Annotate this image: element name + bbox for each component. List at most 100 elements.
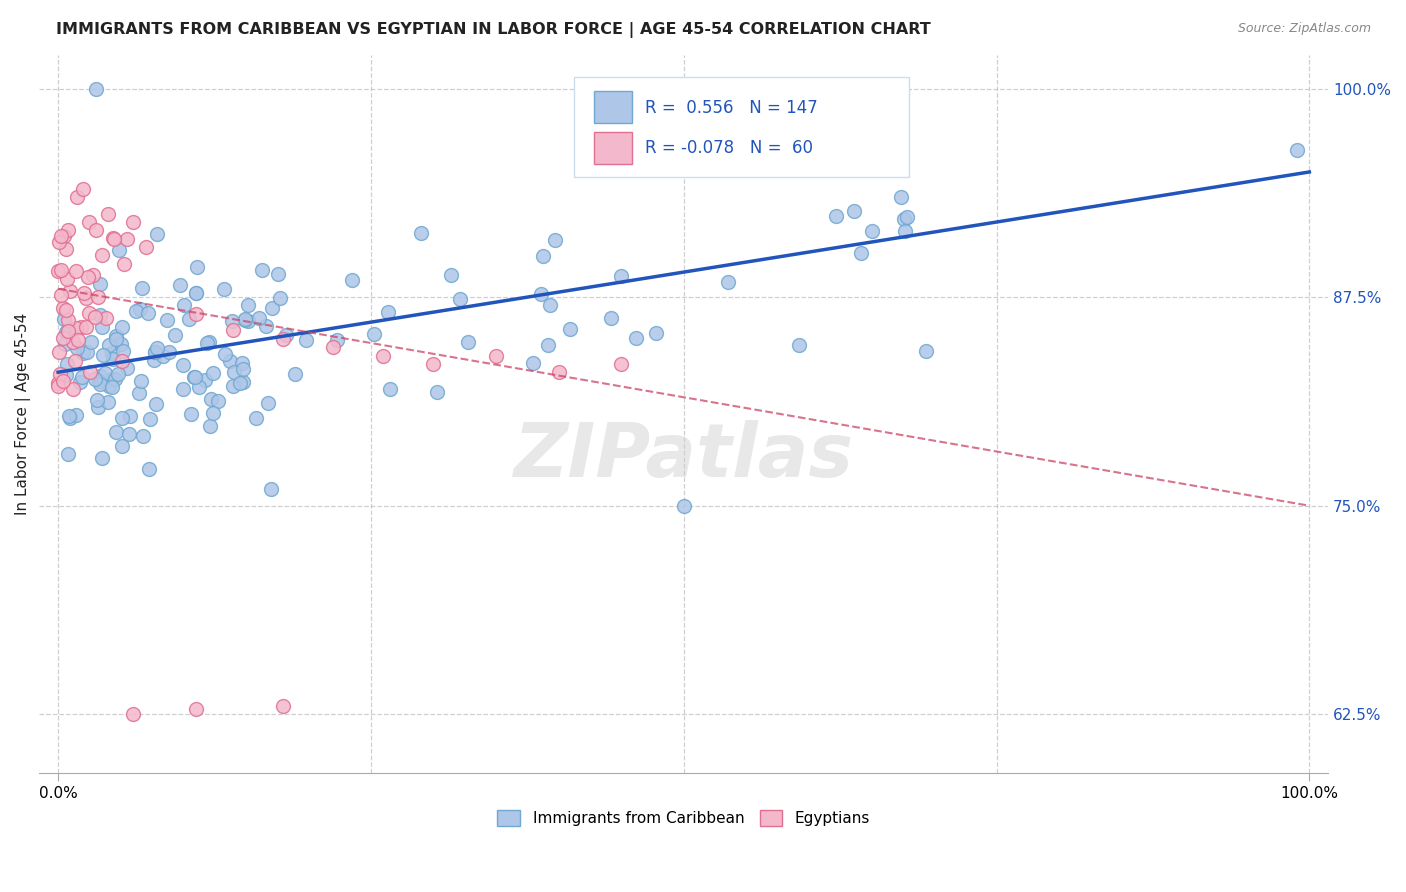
Point (122, 707, 145, 722)
Point (610, 357, 633, 371)
Point (111, 319, 134, 334)
Point (46, 264, 69, 278)
Point (46, 378, 69, 392)
Point (222, 379, 245, 393)
Point (56, 447, 79, 461)
Point (411, 226, 433, 240)
Point (322, 340, 344, 354)
Point (115, 232, 138, 246)
Point (77, 306, 100, 320)
Text: ZIPatlas: ZIPatlas (513, 420, 853, 493)
Point (377, 305, 399, 319)
Point (156, 312, 179, 326)
Point (138, 462, 160, 476)
Point (256, 319, 278, 334)
Point (56, 223, 79, 237)
Point (110, 337, 132, 351)
Bar (593, 132, 633, 164)
Point (56, 326, 79, 340)
Point (236, 298, 259, 312)
Point (101, 230, 124, 244)
Point (233, 311, 256, 326)
Point (59, 284, 82, 298)
Point (73, 286, 96, 301)
Point (600, 310, 623, 325)
Point (890, 190, 912, 204)
Point (62, 382, 84, 396)
Point (235, 313, 257, 327)
Point (143, 344, 166, 359)
FancyBboxPatch shape (574, 77, 910, 178)
Point (55, 368, 77, 383)
Point (177, 312, 200, 326)
Point (75, 292, 97, 306)
Point (222, 365, 245, 379)
Point (65, 320, 87, 334)
Point (422, 357, 444, 371)
Point (544, 233, 567, 247)
Point (136, 306, 159, 320)
Point (183, 369, 205, 384)
Point (55, 325, 77, 339)
Point (538, 298, 561, 312)
Point (89, 369, 111, 384)
Text: R =  0.556   N = 147: R = 0.556 N = 147 (645, 98, 818, 117)
Y-axis label: In Labor Force | Age 45-54: In Labor Force | Age 45-54 (15, 313, 31, 515)
Point (103, 232, 125, 246)
Point (49, 263, 72, 277)
Point (89, 376, 111, 391)
Point (118, 426, 141, 441)
Point (101, 345, 124, 359)
Point (128, 385, 150, 400)
Point (184, 370, 207, 384)
Point (860, 224, 883, 238)
Point (717, 275, 740, 289)
Point (537, 338, 560, 352)
Legend: Immigrants from Caribbean, Egyptians: Immigrants from Caribbean, Egyptians (498, 810, 870, 826)
Point (48, 376, 70, 390)
Point (269, 291, 291, 305)
Point (143, 345, 166, 359)
Point (76, 345, 98, 359)
Point (66, 190, 89, 204)
Point (363, 326, 385, 341)
Point (260, 482, 283, 496)
Point (104, 328, 127, 343)
Point (82, 268, 104, 282)
Point (547, 365, 569, 379)
Point (72, 181, 94, 195)
Point (1285, 143, 1308, 157)
Point (207, 393, 229, 408)
Point (104, 425, 127, 439)
Point (111, 439, 134, 453)
Point (172, 382, 194, 396)
Point (72, 346, 94, 360)
Point (184, 307, 207, 321)
Point (201, 406, 224, 420)
Point (129, 301, 152, 316)
Point (135, 240, 157, 254)
Point (186, 260, 208, 274)
Point (115, 360, 138, 375)
Point (198, 418, 221, 433)
Point (157, 344, 180, 359)
Point (80, 334, 103, 349)
Point (915, 343, 938, 358)
Point (49, 288, 72, 302)
Point (284, 368, 307, 382)
Point (893, 212, 915, 227)
Point (522, 356, 544, 370)
Point (276, 327, 298, 342)
Point (55, 337, 77, 351)
Point (672, 499, 695, 513)
Point (373, 349, 395, 363)
Point (247, 310, 270, 325)
Point (84, 223, 107, 237)
Point (214, 347, 236, 361)
Point (79, 365, 101, 379)
Bar (593, 91, 633, 123)
Point (198, 334, 221, 349)
Point (844, 203, 866, 218)
Point (146, 227, 169, 241)
Point (449, 292, 471, 306)
